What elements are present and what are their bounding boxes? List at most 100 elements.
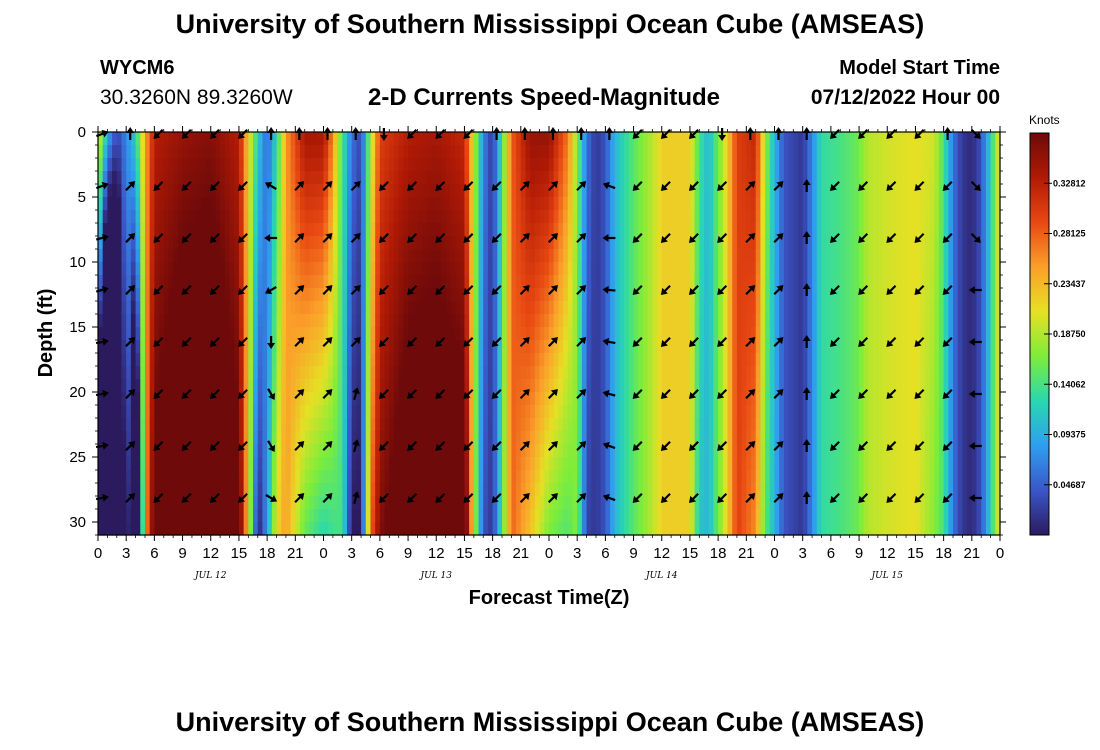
heatmap-cell — [267, 145, 273, 159]
heatmap-cell — [257, 509, 264, 523]
heatmap-cell — [520, 288, 527, 302]
heatmap-cell — [736, 314, 743, 328]
heatmap-cell — [417, 444, 423, 458]
heatmap-cell — [544, 314, 550, 328]
heatmap-cell — [281, 197, 287, 211]
heatmap-cell — [408, 379, 414, 393]
heatmap-cell — [577, 379, 583, 393]
heatmap-cell — [328, 366, 334, 380]
heatmap-cell — [417, 496, 423, 510]
heatmap-cell — [309, 483, 315, 497]
heatmap-cell — [379, 158, 386, 172]
heatmap-cell — [455, 418, 461, 432]
heatmap-cell — [440, 457, 447, 471]
heatmap-cell — [309, 379, 315, 393]
heatmap-cell — [765, 509, 771, 523]
heatmap-cell — [539, 379, 545, 393]
heatmap-cell — [450, 353, 456, 367]
heatmap-cell — [520, 301, 527, 315]
heatmap-cell — [769, 132, 776, 146]
heatmap-cell — [760, 158, 766, 172]
heatmap-cell — [234, 184, 240, 198]
heatmap-cell — [539, 431, 545, 445]
heatmap-cell — [144, 366, 151, 380]
heatmap-cell — [652, 353, 658, 367]
heatmap-cell — [478, 184, 484, 198]
heatmap-cell — [840, 301, 846, 315]
heatmap-cell — [177, 275, 184, 289]
heatmap-cell — [431, 457, 437, 471]
heatmap-cell — [802, 470, 808, 484]
heatmap-cell — [774, 431, 780, 445]
heatmap-cell — [459, 418, 466, 432]
heatmap-cell — [375, 522, 381, 536]
heatmap-cell — [126, 288, 132, 302]
heatmap-cell — [821, 457, 827, 471]
heatmap-cell — [154, 275, 160, 289]
heatmap-cell — [802, 483, 808, 497]
heatmap-cell — [422, 418, 428, 432]
heatmap-cell — [112, 431, 118, 445]
heatmap-cell — [633, 509, 639, 523]
heatmap-cell — [173, 483, 179, 497]
heatmap-cell — [516, 327, 522, 341]
heatmap-cell — [285, 457, 292, 471]
heatmap-cell — [802, 197, 808, 211]
heatmap-cell — [309, 444, 315, 458]
heatmap-cell — [671, 522, 677, 536]
heatmap-cell — [220, 340, 226, 354]
heatmap-cell — [840, 210, 846, 224]
heatmap-cell — [201, 444, 207, 458]
heatmap-cell — [121, 158, 127, 172]
heatmap-cell — [713, 301, 719, 315]
heatmap-cell — [206, 184, 212, 198]
heatmap-cell — [534, 327, 541, 341]
heatmap-cell — [384, 509, 390, 523]
heatmap-cell — [614, 145, 621, 159]
heatmap-cell — [746, 301, 752, 315]
heatmap-cell — [121, 522, 127, 536]
heatmap-cell — [769, 262, 776, 276]
heatmap-cell — [638, 496, 644, 510]
heatmap-cell — [581, 171, 588, 185]
heatmap-cell — [121, 223, 127, 237]
heatmap-cell — [689, 145, 696, 159]
heatmap-cell — [549, 327, 555, 341]
heatmap-cell — [746, 236, 752, 250]
heatmap-cell — [220, 184, 226, 198]
heatmap-cell — [591, 158, 597, 172]
heatmap-cell — [210, 509, 217, 523]
heatmap-cell — [182, 496, 188, 510]
heatmap-cell — [168, 392, 174, 406]
heatmap-cell — [544, 431, 550, 445]
heatmap-cell — [98, 522, 104, 536]
heatmap-cell — [788, 418, 794, 432]
heatmap-cell — [520, 483, 527, 497]
heatmap-cell — [718, 210, 724, 224]
heatmap-cell — [234, 223, 240, 237]
heatmap-cell — [365, 184, 372, 198]
heatmap-cell — [281, 431, 287, 445]
heatmap-cell — [149, 340, 155, 354]
heatmap-cell — [793, 366, 799, 380]
heatmap-cell — [149, 379, 155, 393]
heatmap-cell — [356, 288, 362, 302]
heatmap-cell — [389, 301, 395, 315]
heatmap-cell — [732, 392, 738, 406]
heatmap-cell — [849, 249, 855, 263]
heatmap-cell — [182, 405, 188, 419]
heatmap-cell — [680, 457, 686, 471]
heatmap-cell — [403, 496, 409, 510]
heatmap-cell — [586, 496, 592, 510]
heatmap-cell — [614, 171, 621, 185]
heatmap-cell — [177, 496, 184, 510]
heatmap-cell — [826, 392, 832, 406]
heatmap-cell — [309, 288, 315, 302]
heatmap-cell — [816, 158, 823, 172]
heatmap-cell — [206, 509, 212, 523]
heatmap-cell — [140, 145, 146, 159]
heatmap-cell — [187, 353, 193, 367]
heatmap-cell — [154, 236, 160, 250]
heatmap-cell — [422, 444, 428, 458]
heatmap-cell — [328, 457, 334, 471]
